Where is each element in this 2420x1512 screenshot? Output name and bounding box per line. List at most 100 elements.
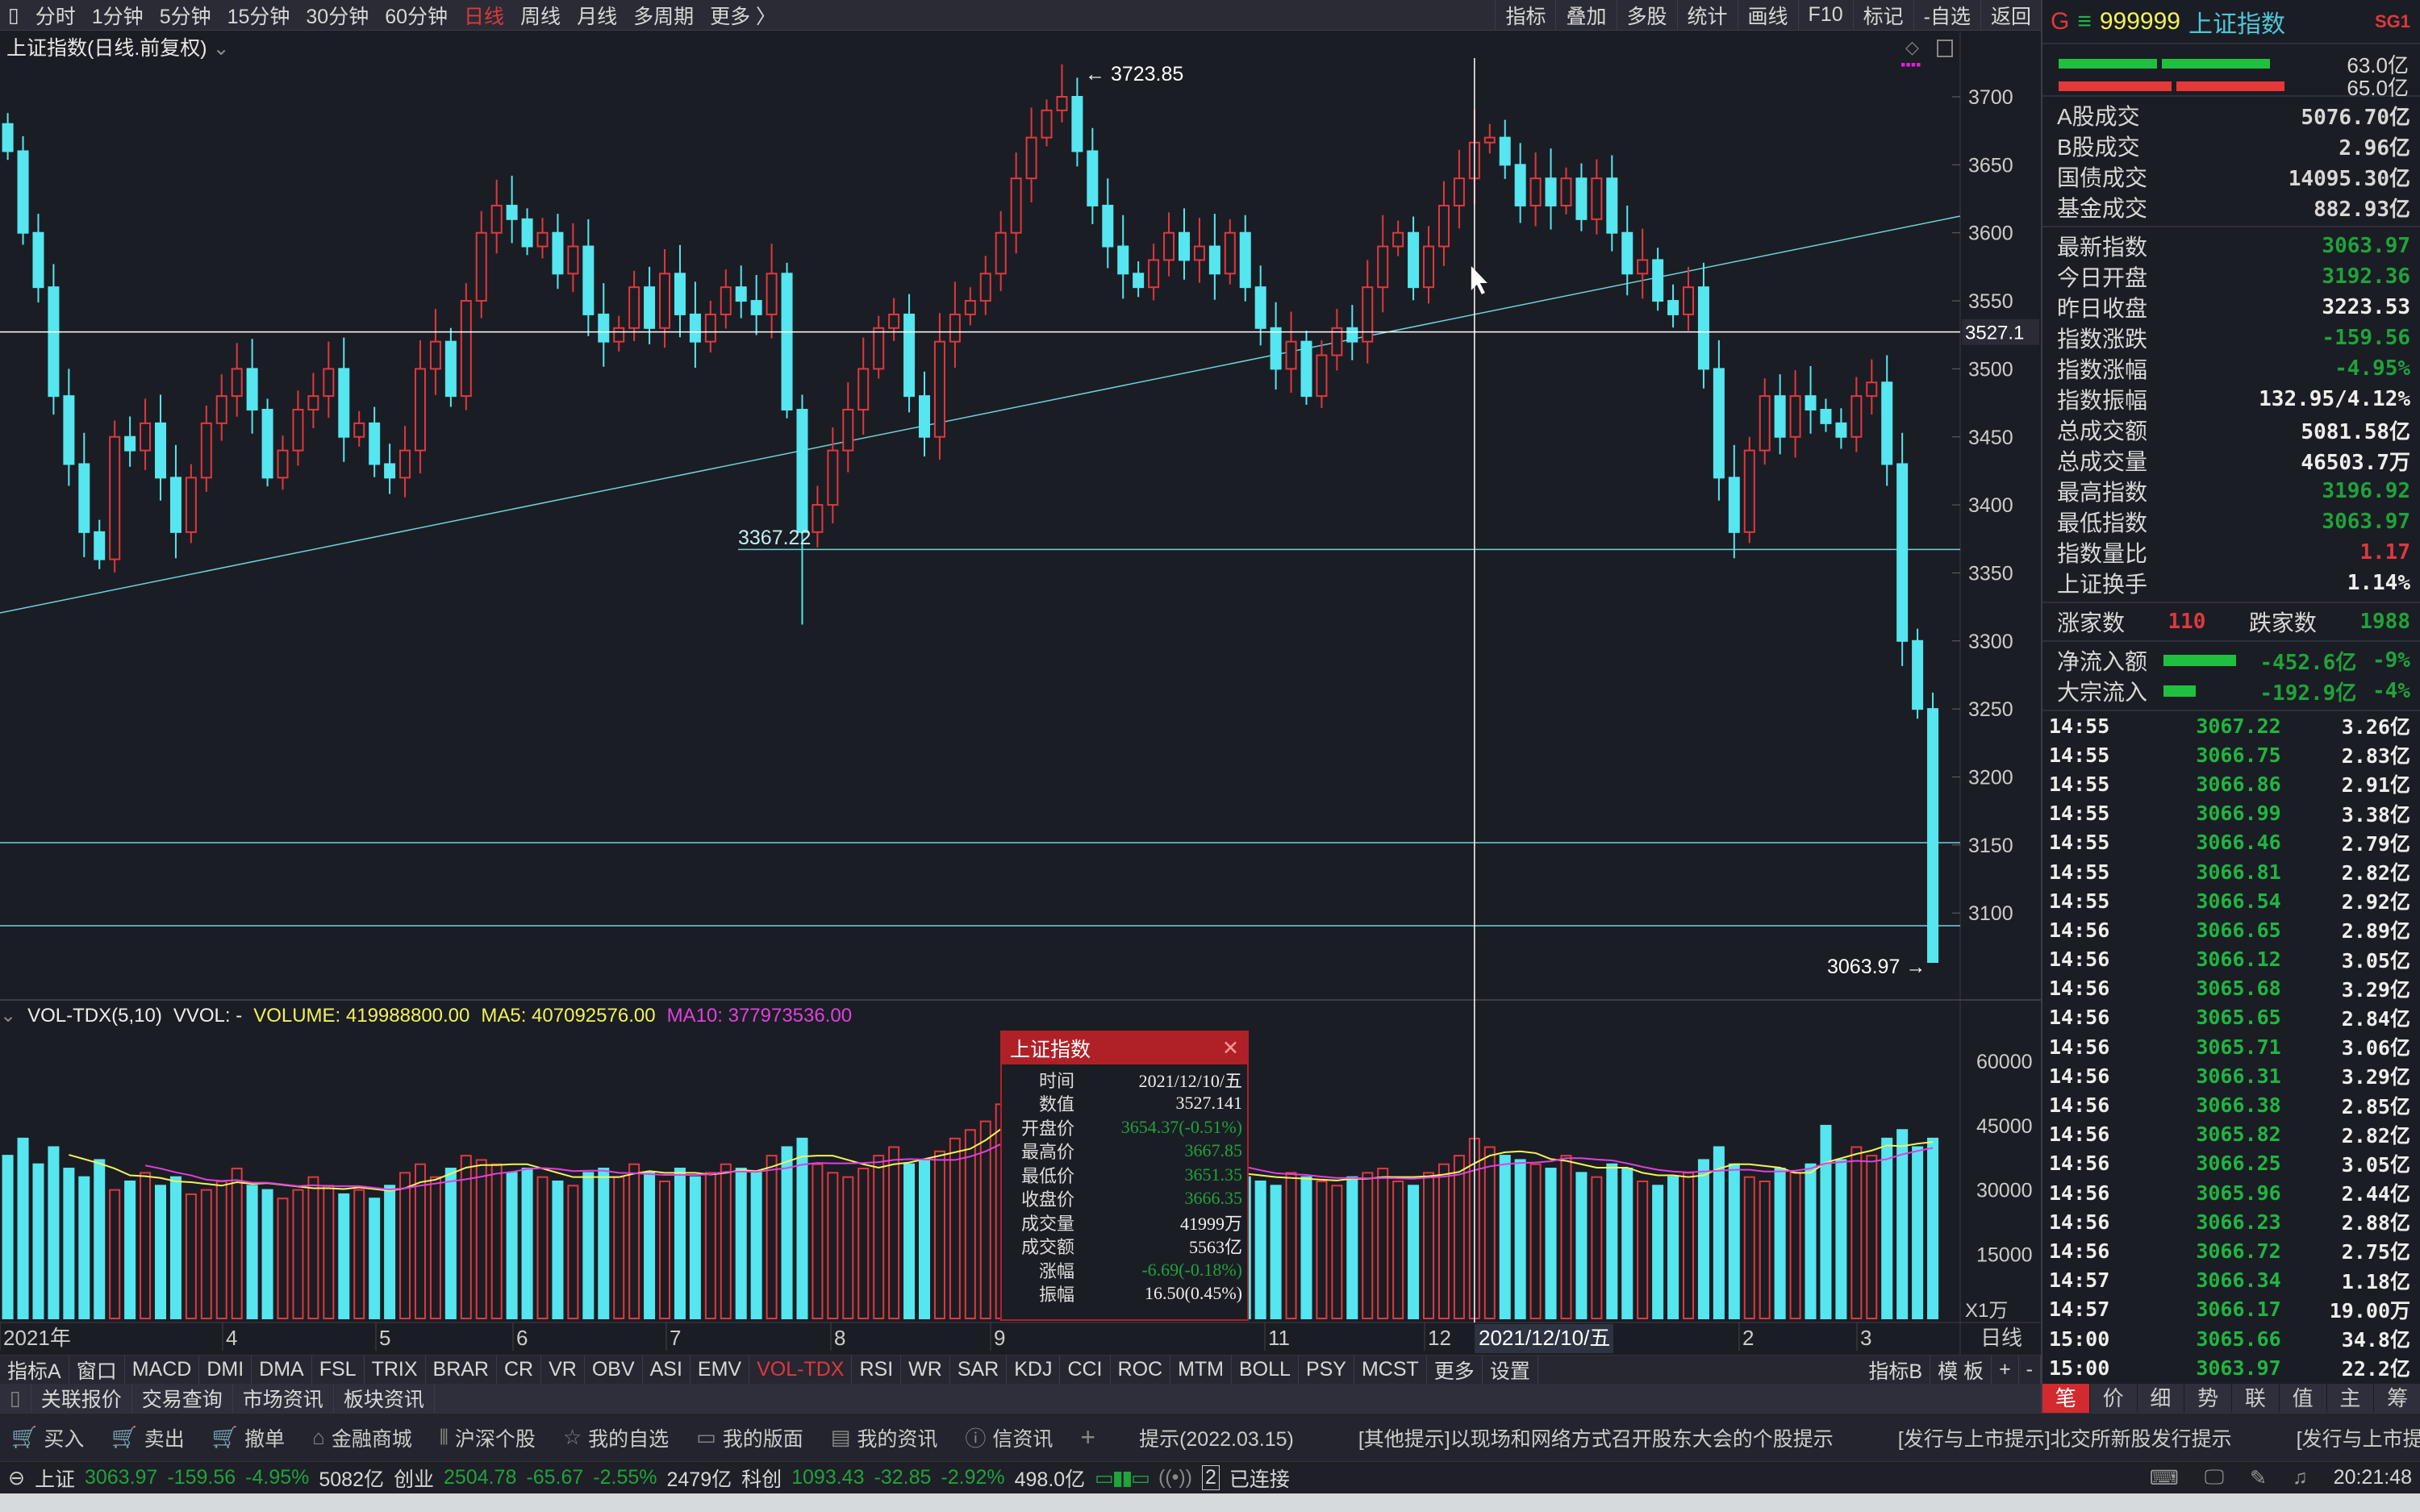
period-tab-日线[interactable]: 日线 <box>464 5 505 28</box>
tick-list[interactable]: 14:55 3067.22 3.26亿 14:55 3066.75 2.83亿 14:55 3… <box>2042 711 2420 1382</box>
indicator-tab-设置[interactable]: 设置 <box>1483 1356 1538 1384</box>
period-tab-月线[interactable]: 月线 <box>577 5 618 28</box>
subtab-市场资讯[interactable]: 市场资讯 <box>233 1384 334 1413</box>
period-tab-1分钟[interactable]: 1分钟 <box>91 5 144 28</box>
notice-item[interactable]: [发行与上市提示] <box>2296 1427 2420 1451</box>
collapse-icon[interactable]: ⌄ <box>0 1005 17 1027</box>
indicator-tab-DMA[interactable]: DMA <box>252 1356 312 1384</box>
period-tab-60分钟[interactable]: 60分钟 <box>385 5 449 28</box>
tool-画线[interactable]: 画线 <box>1737 0 1798 30</box>
indicator-tab-KDJ[interactable]: KDJ <box>1007 1356 1061 1384</box>
indicator-right-指标B[interactable]: 指标B <box>1861 1356 1931 1384</box>
tool-F10[interactable]: F10 <box>1797 0 1853 30</box>
subtab-板块资讯[interactable]: 板块资讯 <box>334 1384 435 1413</box>
stat-label: 总成交额 <box>2057 419 2148 444</box>
panel-tab-价[interactable]: 价 <box>2089 1384 2138 1413</box>
tool-指标[interactable]: 指标 <box>1495 0 1555 30</box>
indicator-tab-PSY[interactable]: PSY <box>1299 1356 1354 1384</box>
indicator-tab-VOL-TDX[interactable]: VOL-TDX <box>749 1356 853 1384</box>
toolbar-卖出[interactable]: 🛒 卖出 <box>111 1423 184 1452</box>
notice-item[interactable]: 提示(2022.03.15) <box>1139 1427 1294 1451</box>
tooltip-label: 数值 <box>1038 1094 1074 1115</box>
indicator-tab-指标A[interactable]: 指标A <box>0 1356 69 1384</box>
subtab-关联报价[interactable]: 关联报价 <box>31 1384 132 1413</box>
indicator-tab-ASI[interactable]: ASI <box>643 1356 691 1384</box>
indicator-right-模 板[interactable]: 模 板 <box>1930 1356 1992 1384</box>
toolbar-金融商城[interactable]: ⌂ 金融商城 <box>312 1423 412 1452</box>
toolbar-沪深个股[interactable]: ⫴ 沪深个股 <box>440 1423 536 1452</box>
indicator-tab-MCST[interactable]: MCST <box>1354 1356 1427 1384</box>
indicator-tab-BRAR[interactable]: BRAR <box>426 1356 497 1384</box>
indicator-tab-BOLL[interactable]: BOLL <box>1232 1356 1299 1384</box>
period-tab-更多 〉[interactable]: 更多 〉 <box>710 5 777 28</box>
indicator-tab-CCI[interactable]: CCI <box>1060 1356 1111 1384</box>
indicator-tab-ROC[interactable]: ROC <box>1111 1356 1171 1384</box>
period-tab-15分钟[interactable]: 15分钟 <box>227 5 290 28</box>
tick-time: 14:56 <box>2049 1093 2110 1118</box>
indicator-tab-DMI[interactable]: DMI <box>199 1356 252 1384</box>
keyboard-icon[interactable]: ⌨ <box>2149 1466 2179 1489</box>
turnover-row: 基金成交 882.93亿 <box>2042 192 2420 223</box>
indicator-tab-窗口[interactable]: 窗口 <box>69 1356 125 1384</box>
indicator-tab-OBV[interactable]: OBV <box>585 1356 643 1384</box>
period-tab-周线[interactable]: 周线 <box>520 5 561 28</box>
notice-item[interactable]: [发行与上市提示]北交所新股发行提示 <box>1897 1427 2232 1451</box>
panel-tab-筹[interactable]: 筹 <box>2374 1384 2420 1413</box>
chevron-down-icon[interactable]: ⌄ <box>212 37 230 60</box>
tool-叠加[interactable]: 叠加 <box>1555 0 1616 30</box>
indicator-tab-更多[interactable]: 更多 <box>1427 1356 1483 1384</box>
toolbar-我的自选[interactable]: ☆ 我的自选 <box>563 1423 669 1452</box>
indicator-right--[interactable]: - <box>2019 1356 2041 1384</box>
menu-circle-icon[interactable]: ⊖ <box>8 1466 25 1489</box>
tool-统计[interactable]: 统计 <box>1676 0 1738 30</box>
panel-tab-势[interactable]: 势 <box>2184 1384 2232 1413</box>
indicator-tab-CR[interactable]: CR <box>497 1356 542 1384</box>
turnover-row: B股成交 2.96亿 <box>2042 131 2420 161</box>
menu-icon[interactable]: ≡ <box>2077 7 2092 35</box>
panel-tab-笔[interactable]: 笔 <box>2042 1384 2090 1413</box>
tool--自选[interactable]: -自选 <box>1913 0 1980 30</box>
volume-bar <box>185 1193 197 1319</box>
indicator-tab-WR[interactable]: WR <box>901 1356 950 1384</box>
indicator-tab-TRIX[interactable]: TRIX <box>365 1356 426 1384</box>
indicator-tab-RSI[interactable]: RSI <box>852 1356 902 1384</box>
add-icon[interactable]: + <box>1080 1422 1096 1452</box>
notice-item[interactable]: [其他提示]以现场和网络方式召开股东大会的个股提示 <box>1358 1427 1834 1451</box>
bell-icon[interactable]: ♫ <box>2292 1466 2308 1489</box>
period-tab-30分钟[interactable]: 30分钟 <box>306 5 369 28</box>
red-bar <box>2059 81 2172 91</box>
tool-返回[interactable]: 返回 <box>1980 0 2041 30</box>
indicator-tab-MTM[interactable]: MTM <box>1170 1356 1232 1384</box>
indicator-right-+[interactable]: + <box>1992 1356 2019 1384</box>
panel-tab-联[interactable]: 联 <box>2232 1384 2280 1413</box>
subtab-交易查询[interactable]: 交易查询 <box>132 1384 233 1413</box>
panel-tab-主[interactable]: 主 <box>2326 1384 2375 1413</box>
volume-bar <box>169 1176 182 1320</box>
indicator-tab-EMV[interactable]: EMV <box>691 1356 750 1384</box>
toolbar-信资讯[interactable]: ⓘ 信资讯 <box>965 1422 1053 1452</box>
tick-row: 14:55 3066.81 2.82亿 <box>2042 857 2420 886</box>
notice-ticker[interactable]: 提示(2022.03.15) [其他提示]以现场和网络方式召开股东大会的个股提示 [… <box>1139 1423 2420 1452</box>
tool-icon[interactable]: ✎ <box>2249 1466 2267 1489</box>
toolbar-买入[interactable]: 🛒 买入 <box>11 1423 84 1452</box>
panel-tab-细[interactable]: 细 <box>2137 1384 2185 1413</box>
period-tab-5分钟[interactable]: 5分钟 <box>159 5 211 28</box>
tool-多股[interactable]: 多股 <box>1616 0 1677 30</box>
toolbar-我的资讯[interactable]: ▤ 我的资讯 <box>831 1423 938 1452</box>
volume-bar <box>231 1168 243 1320</box>
panel-toggle-icon[interactable]: ▯ <box>0 1384 31 1413</box>
menu-toggle-icon[interactable]: ▯ <box>8 3 19 27</box>
period-tab-分时[interactable]: 分时 <box>35 5 76 28</box>
period-tab-多周期[interactable]: 多周期 <box>633 5 695 28</box>
close-icon[interactable]: ✕ <box>1222 1037 1239 1060</box>
decliners-count: 1988 <box>2360 610 2410 634</box>
tool-标记[interactable]: 标记 <box>1852 0 1913 30</box>
indicator-tab-FSL[interactable]: FSL <box>312 1356 365 1384</box>
indicator-tab-VR[interactable]: VR <box>541 1356 585 1384</box>
indicator-tab-SAR[interactable]: SAR <box>950 1356 1008 1384</box>
toolbar-我的版面[interactable]: ▭ 我的版面 <box>696 1423 803 1452</box>
monitor-icon[interactable]: 🖵 <box>2204 1466 2224 1489</box>
indicator-tab-MACD[interactable]: MACD <box>125 1356 200 1384</box>
panel-tab-值[interactable]: 值 <box>2279 1384 2327 1413</box>
toolbar-撤单[interactable]: 🛒 撤单 <box>212 1423 285 1452</box>
